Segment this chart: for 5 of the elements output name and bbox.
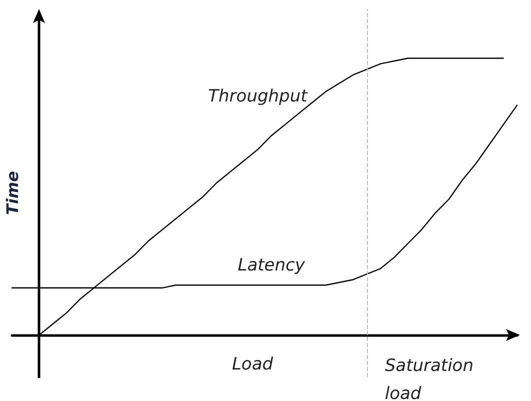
- y-axis-title: Time: [2, 170, 22, 215]
- x-axis-title: Load: [232, 354, 274, 374]
- text: Saturation load: [384, 356, 474, 401]
- series-label: Throughput: [208, 86, 309, 107]
- series-label: Latency: [238, 256, 306, 276]
